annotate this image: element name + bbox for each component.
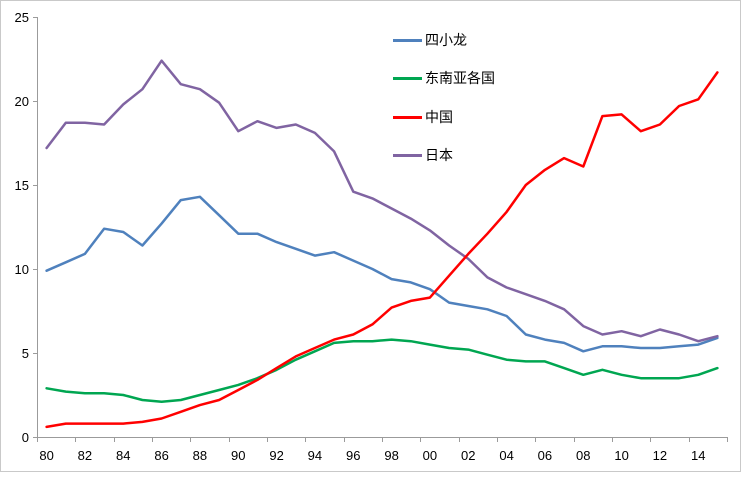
svg-text:0: 0 (22, 430, 29, 445)
svg-text:15: 15 (15, 178, 29, 193)
svg-text:80: 80 (39, 448, 53, 463)
svg-text:86: 86 (154, 448, 168, 463)
svg-text:06: 06 (538, 448, 552, 463)
svg-text:04: 04 (499, 448, 513, 463)
svg-text:20: 20 (15, 94, 29, 109)
svg-text:5: 5 (22, 346, 29, 361)
svg-text:10: 10 (614, 448, 628, 463)
svg-text:92: 92 (269, 448, 283, 463)
svg-text:14: 14 (691, 448, 705, 463)
svg-text:84: 84 (116, 448, 130, 463)
svg-text:02: 02 (461, 448, 475, 463)
svg-text:08: 08 (576, 448, 590, 463)
svg-text:82: 82 (78, 448, 92, 463)
svg-text:96: 96 (346, 448, 360, 463)
svg-text:25: 25 (15, 10, 29, 25)
svg-text:12: 12 (653, 448, 667, 463)
svg-text:98: 98 (384, 448, 398, 463)
svg-text:10: 10 (15, 262, 29, 277)
svg-text:00: 00 (423, 448, 437, 463)
svg-text:88: 88 (193, 448, 207, 463)
svg-text:90: 90 (231, 448, 245, 463)
svg-text:94: 94 (308, 448, 322, 463)
